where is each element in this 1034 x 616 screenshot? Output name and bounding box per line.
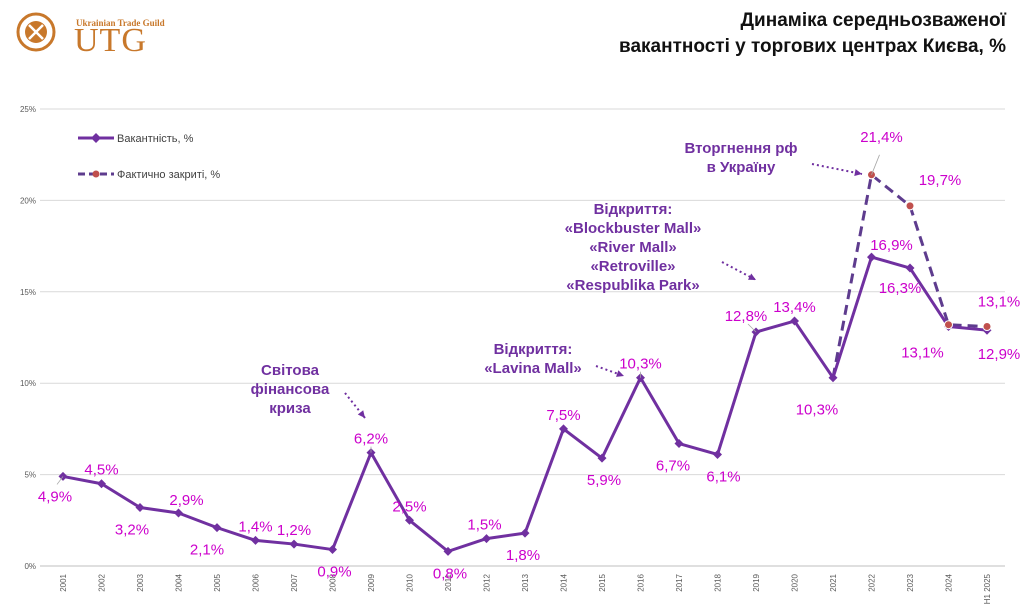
leader-line — [748, 324, 756, 332]
data-label-vacancy: 1,4% — [238, 518, 272, 535]
point-vacancy — [213, 523, 222, 532]
annotation-arrow — [812, 164, 862, 174]
data-label-vacancy: 2,5% — [392, 498, 426, 515]
data-label-vacancy: 6,2% — [354, 431, 388, 448]
data-label-closed: 19,7% — [919, 172, 962, 189]
annotation-text: фінансова — [251, 381, 330, 398]
data-label-vacancy: 5,9% — [587, 472, 621, 489]
annotation-text: «Retroville» — [590, 258, 675, 275]
y-tick-label: 0% — [24, 562, 36, 571]
annotation-arrowhead — [854, 169, 862, 176]
annotation-text: Вторгнення рф — [684, 140, 797, 157]
leader-line — [872, 155, 880, 175]
annotation-text: Відкриття: — [494, 341, 573, 358]
data-label-vacancy: 3,2% — [115, 522, 149, 539]
data-label-vacancy: 16,3% — [879, 280, 922, 297]
data-label-vacancy: 1,5% — [467, 517, 501, 534]
y-tick-label: 20% — [20, 196, 36, 205]
x-tick-label: 2004 — [175, 573, 184, 591]
point-vacancy — [482, 534, 491, 543]
y-tick-label: 25% — [20, 105, 36, 114]
y-tick-label: 10% — [20, 379, 36, 388]
data-label-vacancy: 2,9% — [169, 492, 203, 509]
point-closed — [945, 321, 953, 329]
legend-label-vacancy: Вакантність, % — [117, 133, 194, 145]
annotation-arrowhead — [358, 410, 365, 418]
data-label-vacancy: 13,1% — [901, 345, 944, 362]
x-tick-label: 2005 — [213, 573, 222, 591]
x-tick-label: 2016 — [637, 573, 646, 591]
data-label-vacancy: 12,8% — [725, 308, 768, 325]
data-label-vacancy: 10,3% — [796, 402, 839, 419]
point-vacancy — [290, 540, 299, 549]
data-label-vacancy: 6,7% — [656, 458, 690, 475]
x-tick-label: 2023 — [906, 573, 915, 591]
data-label-vacancy: 1,2% — [277, 522, 311, 539]
data-label-vacancy: 1,8% — [506, 547, 540, 564]
x-tick-label: 2003 — [136, 573, 145, 591]
x-tick-label: H1 2025 — [983, 573, 992, 604]
x-tick-label: 2024 — [945, 573, 954, 591]
x-tick-label: 2021 — [829, 573, 838, 591]
point-closed — [983, 323, 991, 331]
x-tick-label: 2019 — [752, 573, 761, 591]
x-tick-label: 2014 — [560, 573, 569, 591]
data-label-vacancy: 10,3% — [619, 356, 662, 373]
legend-marker-vacancy — [91, 133, 101, 143]
point-vacancy — [174, 508, 183, 517]
data-label-vacancy: 13,4% — [773, 299, 816, 316]
x-tick-label: 2022 — [868, 573, 877, 591]
x-tick-label: 2006 — [252, 573, 261, 591]
data-label-vacancy: 2,1% — [190, 542, 224, 559]
x-tick-label: 2010 — [406, 573, 415, 591]
data-label-vacancy: 4,9% — [38, 488, 72, 505]
annotation-text: «Respublika Park» — [566, 277, 699, 294]
y-tick-label: 15% — [20, 288, 36, 297]
point-vacancy — [521, 529, 530, 538]
x-tick-label: 2002 — [98, 573, 107, 591]
x-tick-label: 2018 — [714, 573, 723, 591]
x-tick-label: 2009 — [367, 573, 376, 591]
annotation-text: «Lavina Mall» — [484, 360, 582, 377]
legend-marker-closed — [93, 171, 100, 178]
x-tick-label: 2020 — [791, 573, 800, 591]
data-label-vacancy: 0,8% — [433, 565, 467, 582]
legend-label-closed: Фактично закриті, % — [117, 169, 220, 181]
point-vacancy — [251, 536, 260, 545]
x-tick-label: 2001 — [59, 573, 68, 591]
x-tick-label: 2013 — [521, 573, 530, 591]
annotation-text: Відкриття: — [594, 201, 673, 218]
data-label-vacancy: 7,5% — [546, 407, 580, 424]
data-label-vacancy: 16,9% — [870, 237, 913, 254]
annotation-text: «River Mall» — [589, 239, 677, 256]
x-tick-label: 2017 — [675, 573, 684, 591]
annotation-text: «Blockbuster Mall» — [565, 220, 702, 237]
point-closed — [906, 202, 914, 210]
x-tick-label: 2015 — [598, 573, 607, 591]
data-label-vacancy: 0,9% — [317, 564, 351, 581]
point-vacancy — [713, 450, 722, 459]
annotation-text: Світова — [261, 362, 320, 379]
data-label-vacancy: 6,1% — [706, 468, 740, 485]
data-label-closed: 21,4% — [860, 129, 903, 146]
x-tick-label: 2007 — [290, 573, 299, 591]
data-label-closed: 13,1% — [978, 294, 1021, 311]
data-label-vacancy: 12,9% — [978, 346, 1021, 363]
data-label-vacancy: 4,5% — [84, 462, 118, 479]
annotation-text: в Україну — [707, 159, 776, 176]
point-vacancy — [328, 545, 337, 554]
vacancy-chart: 0% 5% 10% 15% 20% 25% 2001 2002 2003 2004 2005 2006… — [0, 0, 1034, 616]
y-tick-label: 5% — [24, 471, 36, 480]
x-tick-label: 2012 — [483, 573, 492, 591]
annotation-text: криза — [269, 400, 311, 417]
